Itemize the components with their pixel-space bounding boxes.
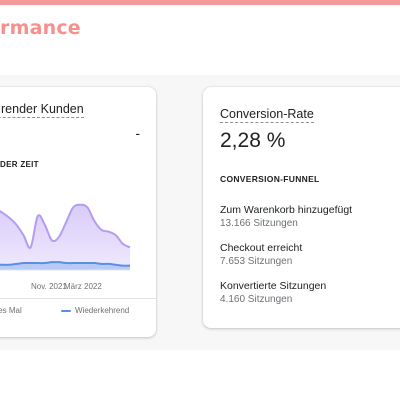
customers-value: - xyxy=(135,125,140,141)
customers-area-chart xyxy=(0,203,131,271)
series-line-first-time xyxy=(0,203,131,249)
legend-item-first-time[interactable]: tes Mal xyxy=(0,306,22,315)
section-title: rmance xyxy=(0,17,81,39)
legend-label-first-time: tes Mal xyxy=(0,306,22,315)
funnel-step-add-to-cart: Zum Warenkorb hinzugefügt 13.166 Sitzung… xyxy=(220,204,352,229)
top-accent-bar xyxy=(0,0,400,5)
funnel-step-label: Checkout erreicht xyxy=(220,242,303,254)
funnel-step-label: Zum Warenkorb hinzugefügt xyxy=(220,204,353,216)
x-axis-label-nov-2021: Nov. 2021 xyxy=(31,282,67,291)
conversion-rate-card: Conversion-Rate 2,28 % CONVERSION-FUNNEL… xyxy=(203,87,400,328)
series-area-first-time xyxy=(0,204,130,270)
funnel-step-sessions: 13.166 Sitzungen xyxy=(220,218,298,229)
conversion-rate-title[interactable]: Conversion-Rate xyxy=(220,107,314,123)
funnel-step-converted: Konvertierte Sitzungen 4.160 Sitzungen xyxy=(220,280,326,305)
legend-label-returning: Wiederkehrend xyxy=(75,306,130,315)
legend-item-returning[interactable]: Wiederkehrend xyxy=(61,306,129,315)
funnel-step-sessions: 4.160 Sitzungen xyxy=(220,294,293,305)
series-line-returning xyxy=(0,261,131,267)
customers-card-title[interactable]: render Kunden xyxy=(0,102,84,118)
funnel-step-sessions: 7.653 Sitzungen xyxy=(220,256,293,267)
chart-subtitle: DER ZEIT xyxy=(0,160,39,169)
funnel-step-label: Konvertierte Sitzungen xyxy=(220,280,327,292)
funnel-step-checkout: Checkout erreicht 7.653 Sitzungen xyxy=(220,242,302,267)
x-axis-label-maerz-2022: März 2022 xyxy=(64,282,102,291)
conversion-funnel-title: CONVERSION-FUNNEL xyxy=(220,174,320,184)
customers-card: render Kunden - DER ZEIT Nov. 2021 März … xyxy=(0,87,156,337)
conversion-rate-value: 2,28 % xyxy=(220,129,286,152)
legend-divider xyxy=(0,298,156,299)
legend-swatch-returning xyxy=(61,309,71,312)
